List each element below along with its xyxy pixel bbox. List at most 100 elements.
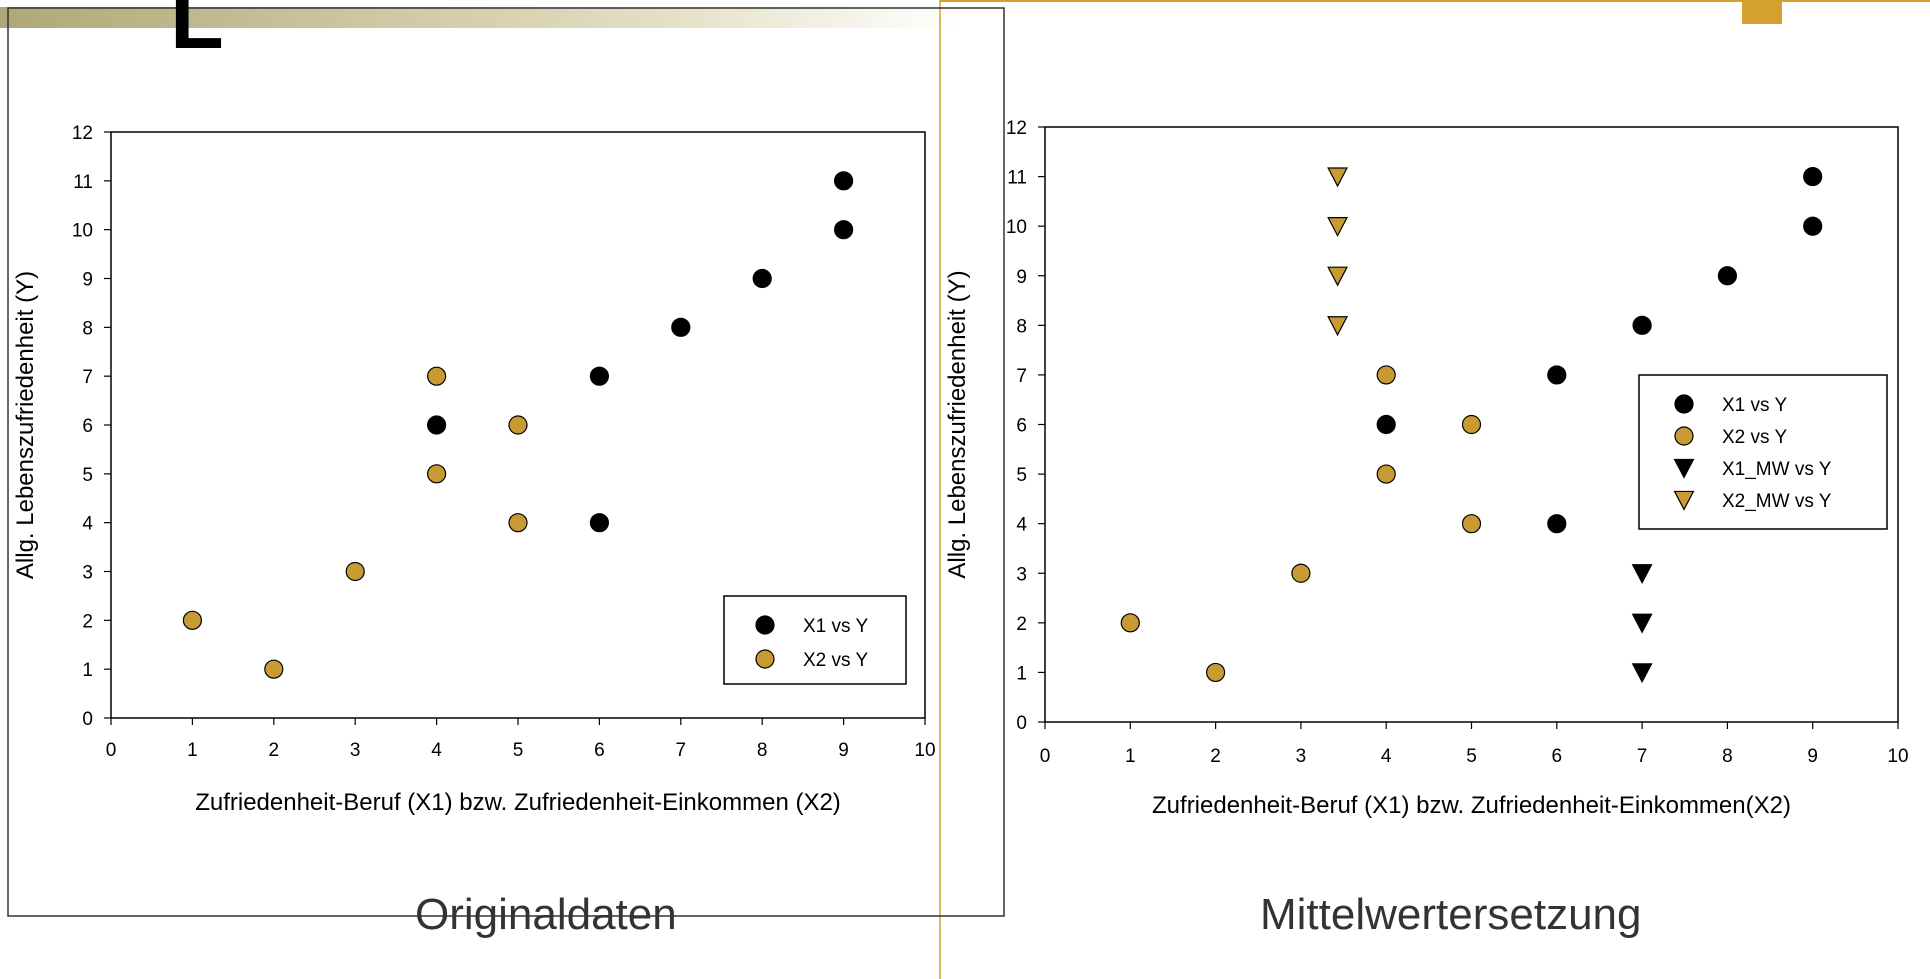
legend-symbol bbox=[1673, 490, 1695, 511]
data-point bbox=[833, 171, 854, 191]
data-point bbox=[427, 366, 447, 386]
x-tick-label: 5 bbox=[1466, 746, 1477, 767]
y-tick-label: 8 bbox=[82, 318, 93, 339]
legend-symbol bbox=[1674, 394, 1694, 414]
y-tick-label: 12 bbox=[72, 123, 93, 144]
data-point bbox=[1461, 414, 1482, 435]
legend-label: X1 vs Y bbox=[1722, 395, 1787, 416]
x-tick-label: 6 bbox=[1552, 746, 1563, 767]
header-letter: L bbox=[170, 0, 224, 67]
legend-symbol bbox=[1674, 426, 1694, 446]
x-axis-label: Zufriedenheit-Beruf (X1) bzw. Zufriedenh… bbox=[1152, 792, 1791, 819]
data-point bbox=[833, 220, 854, 240]
data-point bbox=[264, 659, 284, 679]
data-point bbox=[671, 317, 691, 337]
legend-symbol bbox=[755, 615, 775, 635]
legend-label: X2_MW vs Y bbox=[1722, 491, 1832, 512]
caption-originaldaten: Originaldaten bbox=[415, 890, 677, 939]
data-point bbox=[508, 415, 528, 435]
y-tick-label: 11 bbox=[73, 172, 93, 193]
data-point bbox=[1632, 315, 1652, 335]
legend-box bbox=[723, 595, 907, 685]
legend-label: X1 vs Y bbox=[803, 616, 868, 637]
y-tick-label: 3 bbox=[82, 563, 93, 584]
x-tick-label: 9 bbox=[838, 740, 849, 761]
x-tick-label: 10 bbox=[914, 740, 935, 761]
y-tick-label: 4 bbox=[1016, 515, 1027, 536]
x-tick-label: 4 bbox=[431, 740, 442, 761]
legend-label: X2 vs Y bbox=[803, 650, 868, 671]
y-tick-label: 9 bbox=[82, 270, 93, 291]
y-tick-label: 5 bbox=[82, 465, 93, 486]
data-point bbox=[1205, 662, 1226, 683]
top-gradient-bar bbox=[0, 7, 1200, 28]
x-tick-label: 6 bbox=[594, 740, 605, 761]
data-point bbox=[1327, 316, 1349, 337]
x-tick-label: 0 bbox=[1040, 746, 1051, 767]
data-point bbox=[1120, 613, 1140, 633]
y-tick-label: 7 bbox=[82, 367, 93, 388]
x-axis-label: Zufriedenheit-Beruf (X1) bzw. Zufriedenh… bbox=[195, 789, 841, 816]
x-tick-label: 2 bbox=[1210, 746, 1221, 767]
y-tick-label: 6 bbox=[82, 416, 93, 437]
left-chart-frame bbox=[7, 7, 1005, 917]
legend-label: X2 vs Y bbox=[1722, 427, 1787, 448]
x-tick-label: 10 bbox=[1887, 746, 1908, 767]
y-tick-label: 1 bbox=[82, 660, 93, 681]
x-tick-label: 3 bbox=[350, 740, 361, 761]
data-point bbox=[1376, 464, 1396, 484]
y-axis-label: Allg. Lebenszufriedenheit (Y) bbox=[944, 270, 971, 578]
data-point bbox=[1547, 514, 1567, 534]
y-tick-label: 9 bbox=[1016, 267, 1027, 288]
legend-symbol bbox=[755, 649, 775, 669]
y-tick-label: 1 bbox=[1016, 663, 1027, 684]
y-tick-label: 3 bbox=[1016, 564, 1027, 585]
caption-mittelwertersetzung: Mittelwertersetzung bbox=[1260, 890, 1642, 939]
data-point bbox=[1803, 166, 1823, 187]
y-tick-label: 4 bbox=[82, 514, 93, 535]
y-tick-label: 0 bbox=[1016, 713, 1027, 734]
data-point bbox=[589, 366, 610, 386]
data-point bbox=[589, 513, 610, 533]
x-tick-label: 4 bbox=[1381, 746, 1392, 767]
right-scatter-chart: 0 1 2 3 4 5 6 7 8 9 100123456789101112Zufriedenhei… bbox=[944, 118, 1909, 819]
legend-symbol bbox=[1673, 458, 1695, 479]
corner-accent-square bbox=[1742, 0, 1782, 24]
x-tick-label: 1 bbox=[1125, 746, 1136, 767]
y-tick-label: 10 bbox=[72, 221, 93, 242]
y-tick-label: 8 bbox=[1016, 316, 1027, 337]
x-tick-label: 8 bbox=[757, 740, 768, 761]
data-point bbox=[1631, 663, 1653, 684]
data-point bbox=[1717, 266, 1738, 286]
data-point bbox=[1376, 414, 1396, 435]
y-tick-label: 10 bbox=[1006, 217, 1027, 238]
x-tick-label: 9 bbox=[1807, 746, 1818, 767]
data-point bbox=[1803, 216, 1823, 236]
data-point bbox=[1327, 167, 1349, 188]
legend-label: X1_MW vs Y bbox=[1722, 459, 1832, 480]
x-tick-label: 1 bbox=[187, 740, 198, 761]
x-tick-label: 0 bbox=[106, 740, 117, 761]
data-point bbox=[1327, 217, 1349, 237]
data-point bbox=[1376, 365, 1396, 385]
x-tick-label: 3 bbox=[1296, 746, 1307, 767]
x-tick-label: 7 bbox=[1637, 746, 1648, 767]
data-point bbox=[1291, 563, 1311, 583]
data-point bbox=[1631, 613, 1653, 634]
data-point bbox=[752, 268, 772, 289]
data-point bbox=[1547, 365, 1567, 385]
data-point bbox=[1461, 514, 1482, 534]
x-tick-label: 8 bbox=[1722, 746, 1733, 767]
data-point bbox=[345, 561, 365, 582]
data-point bbox=[182, 610, 202, 630]
y-tick-label: 6 bbox=[1016, 416, 1027, 437]
data-point bbox=[508, 513, 528, 533]
y-tick-label: 7 bbox=[1016, 366, 1027, 387]
y-tick-label: 11 bbox=[1007, 168, 1027, 189]
y-tick-label: 0 bbox=[82, 709, 93, 730]
data-point bbox=[427, 415, 447, 435]
y-axis-label: Allg. Lebenszufriedenheit (Y) bbox=[12, 271, 39, 579]
y-tick-label: 5 bbox=[1016, 465, 1027, 486]
y-tick-label: 12 bbox=[1006, 118, 1027, 139]
left-scatter-chart: 0 1 2 3 4 5 6 7 8 9 100123456789101112Zufriedenhei… bbox=[12, 123, 936, 816]
